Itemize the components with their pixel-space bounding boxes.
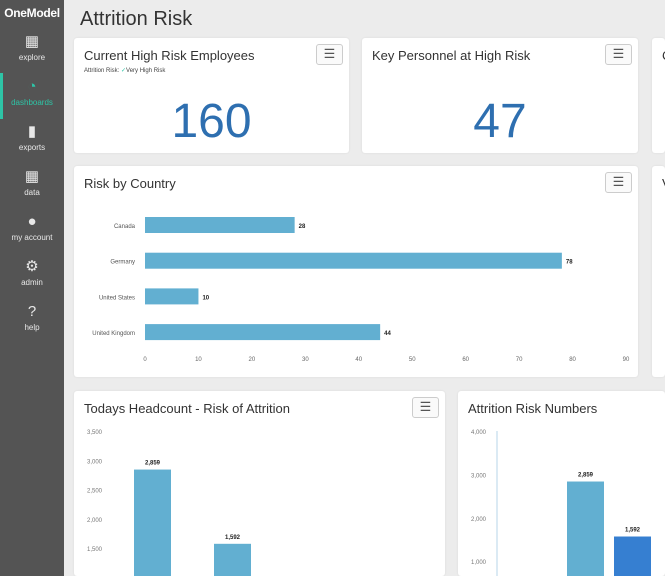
attrition-risk-numbers-chart: 1,000 2,000 3,000 4,000 2,859 1,592 (471, 430, 651, 576)
bar (145, 217, 295, 233)
card-key-personnel: Key Personnel at High Risk ☰ 47 (362, 38, 638, 153)
file-icon: ▮ (27, 123, 37, 140)
user-icon: ● (27, 213, 37, 230)
filter-value: Very High Risk (126, 68, 166, 74)
sidebar-item-dashboards[interactable]: ◔ dashboards (0, 73, 64, 123)
x-tick-label: 20 (249, 357, 256, 363)
card-title: Current High Risk Employees (84, 48, 255, 63)
x-tick-label: 90 (623, 357, 630, 363)
bar (145, 288, 199, 305)
card-title: Attrition Risk Numbers (468, 401, 598, 416)
filter-tag: Attrition Risk: ✓Very High Risk (84, 67, 165, 74)
x-tick-label: 60 (462, 357, 469, 363)
card-menu-button[interactable]: ☰ (316, 44, 343, 65)
category-label: Germany (110, 260, 135, 266)
headcount-chart: 1,500 2,000 2,500 3,000 3,500 2,859 1,592 (87, 430, 251, 576)
nav-label: explore (18, 53, 46, 62)
kpi-value: 47 (473, 95, 527, 148)
help-icon: ? (27, 303, 37, 320)
y-tick-label: 2,000 (471, 517, 487, 523)
sidebar-item-my-account[interactable]: ● my account (0, 214, 64, 258)
data-label: 1,592 (625, 528, 641, 534)
card-risk-by-country: Risk by Country ☰ Canada 28 Germany 78 Unite… (74, 166, 638, 377)
card-title: Risk by Country (84, 176, 176, 191)
category-label: Canada (114, 224, 136, 230)
x-tick-label: 50 (409, 357, 416, 363)
grid-icon: ▦ (24, 33, 40, 50)
gear-icon: ⚙ (25, 258, 39, 275)
card-partial-top: C (652, 38, 665, 153)
y-tick-label: 3,000 (87, 459, 103, 465)
onemodel-logo: OneModel (4, 6, 60, 20)
y-tick-label: 4,000 (471, 430, 487, 436)
data-label: 28 (299, 224, 306, 230)
category-label: United Kingdom (92, 331, 135, 337)
page-title: Attrition Risk (80, 8, 193, 30)
data-label: 2,859 (145, 461, 161, 467)
card-menu-button[interactable]: ☰ (412, 397, 439, 418)
dashboard-gauge-icon: ◔ (27, 78, 37, 95)
card-menu-button[interactable]: ☰ (605, 172, 632, 193)
sidebar-item-explore[interactable]: ▦ explore (0, 34, 64, 78)
x-tick-label: 40 (355, 357, 362, 363)
data-grid-icon: ▦ (24, 168, 40, 185)
y-tick-label: 2,000 (87, 518, 103, 524)
card-title: V (662, 176, 665, 191)
x-tick-label: 0 (143, 357, 147, 363)
filter-label: Attrition Risk: (84, 68, 120, 74)
risk-by-country-chart: Canada 28 Germany 78 United States 10 United K… (92, 217, 630, 363)
data-label: 44 (384, 331, 391, 337)
nav-label: help (24, 323, 40, 332)
sidebar-item-exports[interactable]: ▮ exports (0, 124, 64, 168)
bar (145, 324, 381, 341)
nav-label: data (24, 188, 40, 197)
nav-label: dashboards (11, 98, 53, 107)
sidebar: OneModel ▦ explore ◔ dashboards ▮ exports ▦… (0, 0, 64, 576)
y-tick-label: 3,500 (87, 430, 103, 436)
card-attrition-risk-numbers: Attrition Risk Numbers 1,000 2,000 3,000 4,… (458, 391, 665, 576)
data-label: 1,592 (225, 535, 241, 541)
nav-label: admin (21, 278, 43, 287)
kpi-value: 160 (171, 95, 252, 148)
bar (134, 469, 171, 576)
card-title: Key Personnel at High Risk (372, 48, 531, 63)
card-headcount: Todays Headcount - Risk of Attrition ☰ 1… (74, 391, 445, 576)
bar (614, 536, 651, 576)
card-title: C (662, 48, 665, 63)
x-tick-label: 10 (195, 357, 202, 363)
bar (214, 543, 251, 576)
sidebar-item-help[interactable]: ? help (0, 304, 64, 348)
bar (567, 481, 604, 576)
card-menu-button[interactable]: ☰ (605, 44, 632, 65)
nav-label: my account (11, 233, 53, 242)
y-tick-label: 2,500 (87, 489, 103, 495)
data-label: 2,859 (578, 473, 594, 479)
x-tick-label: 70 (516, 357, 523, 363)
y-tick-label: 3,000 (471, 473, 487, 479)
data-label: 10 (202, 295, 209, 301)
bar (145, 252, 562, 269)
sidebar-item-admin[interactable]: ⚙ admin (0, 259, 64, 303)
card-title: Todays Headcount - Risk of Attrition (84, 401, 290, 416)
check-icon: ✓ (121, 68, 127, 74)
sidebar-item-data[interactable]: ▦ data (0, 169, 64, 213)
category-label: United States (99, 295, 135, 301)
card-partial-mid: V (652, 166, 665, 377)
y-tick-label: 1,500 (87, 547, 103, 553)
nav-label: exports (18, 143, 46, 152)
x-tick-label: 80 (569, 357, 576, 363)
data-label: 78 (566, 260, 573, 266)
y-tick-label: 1,000 (471, 560, 487, 566)
card-high-risk-employees: Current High Risk Employees Attrition Ri… (74, 38, 349, 153)
x-tick-label: 30 (302, 357, 309, 363)
